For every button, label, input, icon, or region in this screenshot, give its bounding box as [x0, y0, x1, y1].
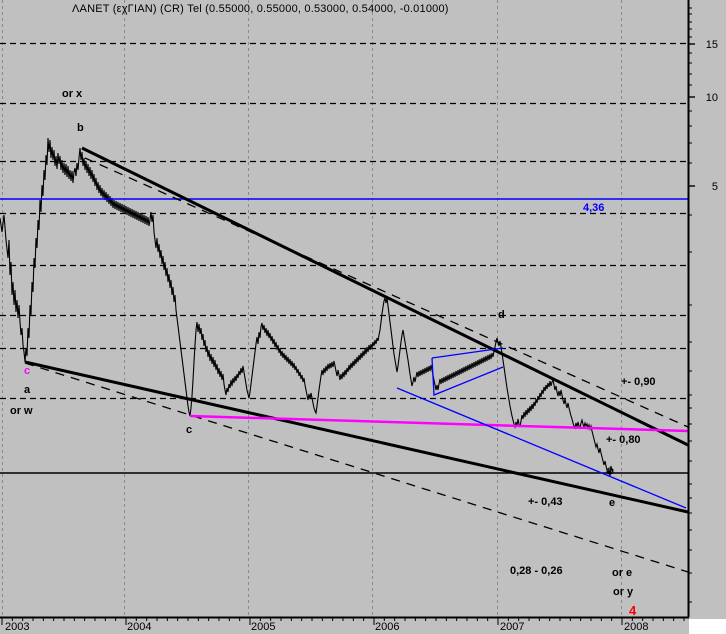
corner-patch: [689, 619, 726, 634]
x-axis-year-label: 2005: [251, 621, 275, 633]
annotation-c: c: [186, 424, 192, 436]
x-axis-year-label: 2008: [624, 621, 648, 633]
annotation-0-28-0-26: 0,28 - 0,26: [510, 565, 563, 577]
annotation-c: c: [24, 365, 30, 377]
annotation-b: b: [77, 122, 84, 134]
annotation--0-90: +- 0,90: [621, 376, 656, 388]
annotation-or-x: or x: [62, 88, 83, 100]
lower-wedge-trendline: [24, 360, 689, 514]
annotation--0-43: +- 0,43: [528, 496, 563, 508]
pennant-lower-line: [431, 357, 504, 396]
annotation-or-y: or y: [613, 586, 634, 598]
price-line: [0, 137, 614, 477]
upper-channel-dashed: [84, 157, 689, 428]
chart-title: ΛΑΝΕΤ (εχΓΙΑΝ) (CR) Tel (0.55000, 0.5500…: [72, 3, 449, 15]
magenta-trendline: [189, 414, 689, 433]
annotation-4: 4: [629, 603, 637, 618]
annotation-d: d: [498, 309, 505, 321]
pennant-upper-line: [431, 347, 504, 359]
x-axis-year-label: 2007: [500, 621, 524, 633]
lower-channel-dashed: [24, 362, 689, 573]
y-axis-label: 5: [712, 181, 718, 193]
annotation-or-w: or w: [10, 405, 33, 417]
blue-projection-line: [396, 387, 687, 509]
x-axis-year-label: 2003: [5, 621, 29, 633]
annotation-a: a: [24, 384, 31, 396]
annotation-e: e: [609, 497, 615, 509]
x-axis-year-label: 2004: [127, 621, 151, 633]
y-axis-label: 15: [706, 39, 718, 51]
y-axis-label: 10: [706, 92, 718, 104]
x-axis-year-label: 2006: [375, 621, 399, 633]
annotation-4-36: 4,36: [583, 202, 604, 214]
last-price-marker: [606, 467, 614, 475]
annotation--0-80: +- 0,80: [606, 434, 641, 446]
annotation-or-e: or e: [612, 567, 632, 579]
upper-wedge-trendline: [81, 146, 689, 447]
